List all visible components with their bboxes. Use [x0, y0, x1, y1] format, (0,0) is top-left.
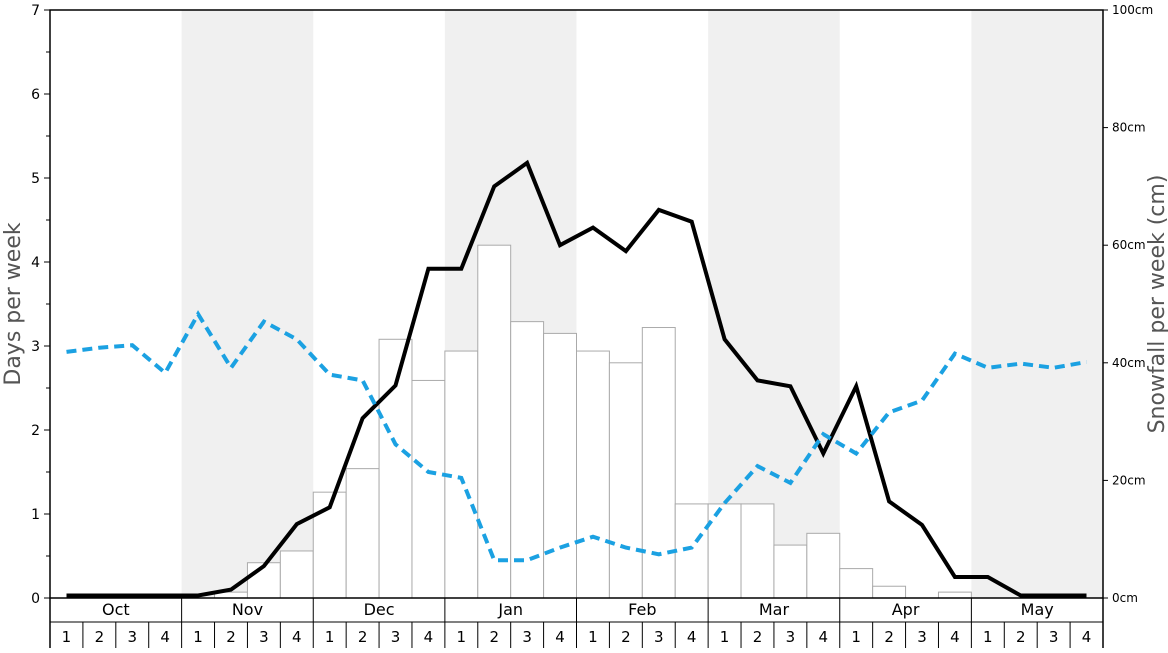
month-label-jan: Jan — [497, 600, 523, 619]
month-label-feb: Feb — [628, 600, 656, 619]
left-tick-label: 0 — [31, 591, 40, 607]
snowfall-bar — [740, 503, 775, 599]
snow-days-line — [66, 159, 1087, 598]
snowfall-bar — [543, 332, 577, 599]
week-label: 1 — [720, 628, 730, 646]
left-tick-label: 7 — [31, 3, 40, 19]
week-label: 4 — [819, 628, 829, 646]
snowfall-bar — [806, 532, 841, 599]
week-label: 3 — [1049, 628, 1059, 646]
week-label: 1 — [325, 628, 335, 646]
week-label: 3 — [127, 628, 137, 646]
month-shade-may — [971, 10, 1103, 598]
left-tick-label: 3 — [31, 339, 40, 355]
week-label: 4 — [292, 628, 302, 646]
month-label-oct: Oct — [102, 600, 130, 619]
week-label: 4 — [424, 628, 434, 646]
snowfall-bar — [279, 550, 314, 599]
week-label: 2 — [358, 628, 368, 646]
week-label: 3 — [259, 628, 269, 646]
snowfall-bar — [872, 585, 907, 599]
snowfall-bar — [937, 591, 972, 599]
axes: 0 1 2 3 4 5 6 7 0cm 20cm 40cm 60cm 80cm 100cm Oct 1 2 3 4 N… — [31, 3, 1153, 648]
left-tick-label: 5 — [31, 171, 40, 187]
week-label: 4 — [1082, 628, 1092, 646]
month-label-may: May — [1021, 600, 1054, 619]
week-label: 1 — [62, 628, 72, 646]
snowfall-bar — [246, 562, 281, 599]
right-axis-title: Snowfall per week (cm) — [1145, 175, 1168, 434]
week-label: 2 — [753, 628, 763, 646]
right-tick-label: 0cm — [1112, 591, 1138, 605]
snowfall-bar — [839, 568, 874, 599]
week-label: 4 — [950, 628, 960, 646]
month-shade-nov — [181, 10, 314, 598]
week-label: 3 — [917, 628, 927, 646]
left-axis-title: Days per week — [1, 222, 26, 385]
snowfall-bar — [608, 362, 643, 599]
week-label: 4 — [160, 628, 170, 646]
snowfall-bars — [214, 244, 972, 599]
snowfall-bar — [576, 350, 610, 599]
month-label-apr: Apr — [892, 600, 920, 619]
right-tick-label: 80cm — [1112, 121, 1146, 135]
week-label: 2 — [621, 628, 631, 646]
month-label-mar: Mar — [759, 600, 790, 619]
week-label: 1 — [851, 628, 861, 646]
month-shade-mar — [708, 10, 840, 598]
right-tick-label: 60cm — [1112, 238, 1146, 252]
week-label: 3 — [391, 628, 401, 646]
week-label: 1 — [193, 628, 203, 646]
right-tick-label: 40cm — [1112, 356, 1146, 370]
snowfall-bar — [510, 321, 545, 599]
snowfall-bar — [477, 244, 512, 599]
snowfall-bar — [411, 379, 446, 599]
snowfall-bar — [641, 327, 676, 599]
week-label: 1 — [983, 628, 993, 646]
week-label: 1 — [588, 628, 598, 646]
snowfall-bar — [773, 544, 808, 599]
left-tick-label: 4 — [31, 255, 40, 271]
week-label: 2 — [1016, 628, 1026, 646]
lines — [66, 159, 1087, 598]
week-label: 3 — [786, 628, 796, 646]
week-label: 3 — [654, 628, 664, 646]
month-label-dec: Dec — [364, 600, 395, 619]
week-label: 2 — [884, 628, 894, 646]
snowfall-bar — [345, 468, 380, 599]
left-tick-label: 2 — [31, 423, 40, 439]
right-tick-label: 100cm — [1112, 3, 1153, 17]
week-label: 2 — [95, 628, 105, 646]
week-label: 4 — [555, 628, 565, 646]
week-label: 1 — [457, 628, 467, 646]
week-label: 2 — [489, 628, 499, 646]
week-label: 3 — [522, 628, 532, 646]
left-tick-label: 6 — [31, 87, 40, 103]
snowfall-bar — [674, 503, 709, 599]
week-label: 2 — [226, 628, 236, 646]
right-tick-label: 20cm — [1112, 473, 1146, 487]
week-label: 4 — [687, 628, 697, 646]
month-label-nov: Nov — [232, 600, 263, 619]
snowfall-bar — [707, 503, 742, 599]
dashed-blue-line — [66, 310, 1087, 563]
left-tick-label: 1 — [31, 507, 40, 523]
